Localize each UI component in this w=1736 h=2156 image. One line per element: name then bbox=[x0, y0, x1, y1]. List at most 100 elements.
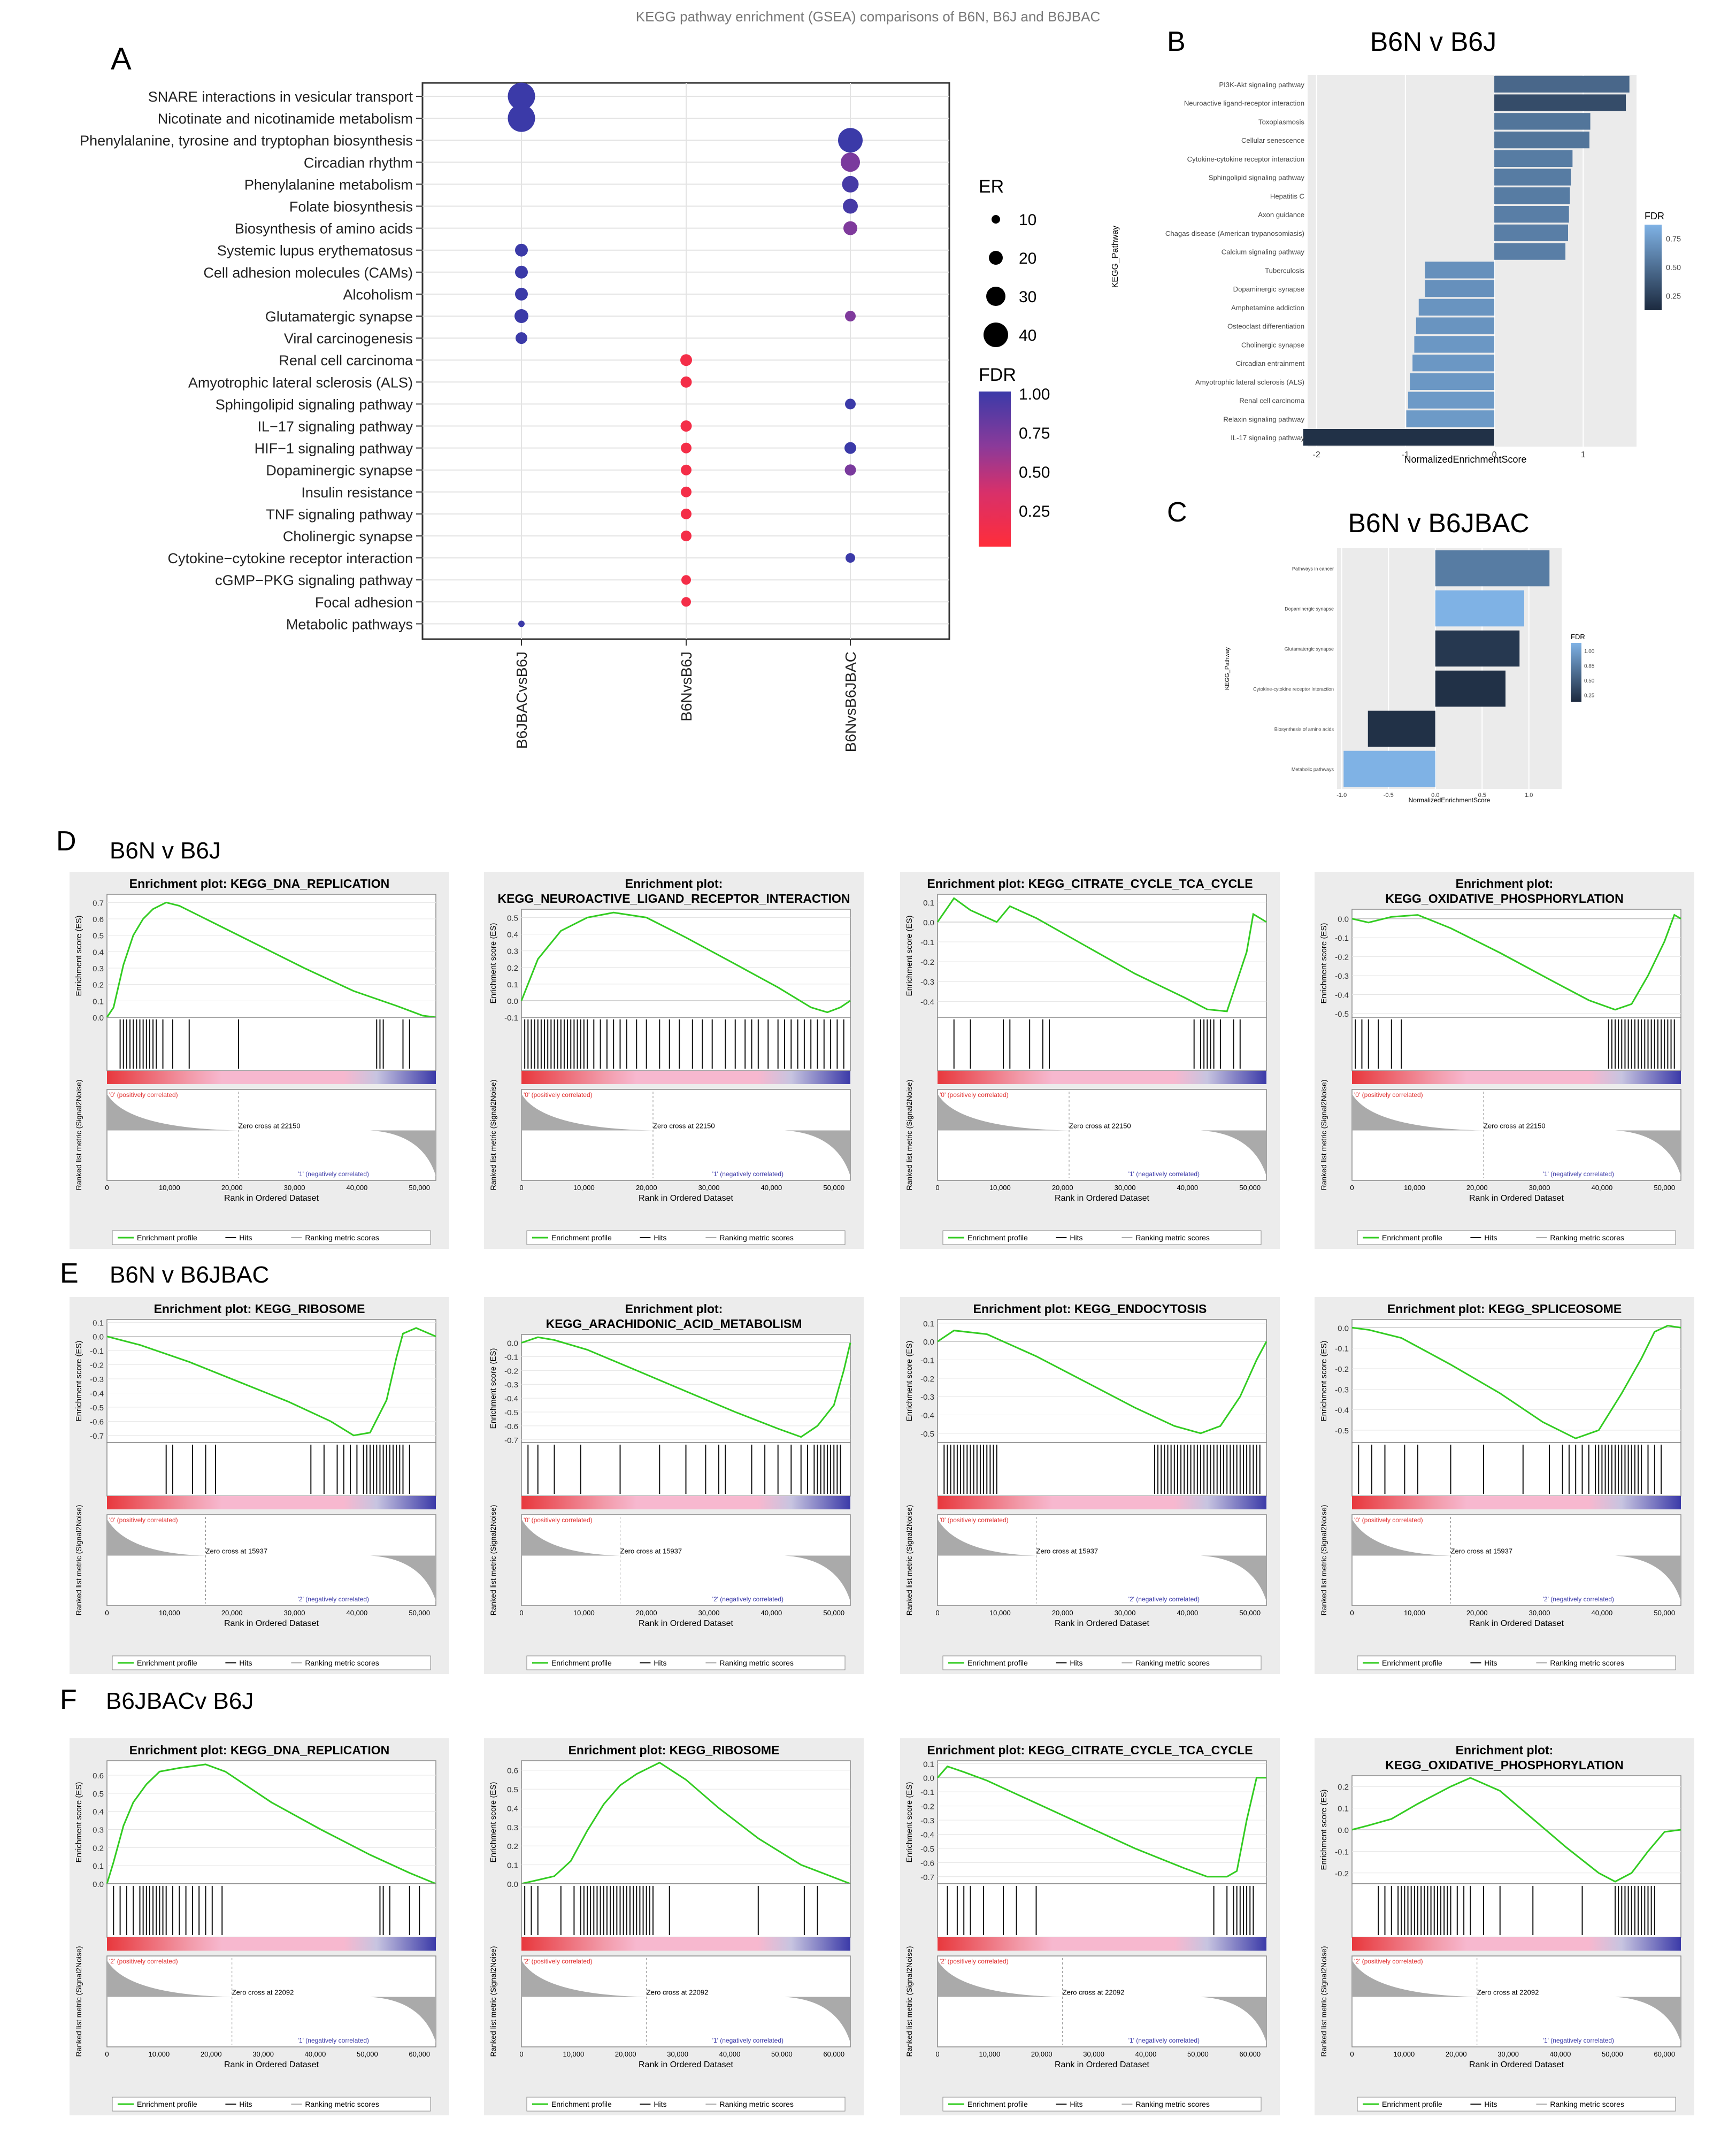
es-tick-label: 0.0 bbox=[923, 918, 934, 927]
zero-cross-label: Zero cross at 22150 bbox=[1069, 1122, 1131, 1130]
bar bbox=[1343, 750, 1435, 787]
es-tick-label: -0.5 bbox=[504, 1408, 518, 1417]
gsea-legend-box bbox=[942, 1655, 1262, 1670]
es-tick-label: -0.3 bbox=[90, 1375, 104, 1384]
er-legend-dot bbox=[992, 215, 1000, 224]
es-tick-label: 0.1 bbox=[507, 1861, 518, 1870]
es-tick-label: -0.6 bbox=[920, 1859, 934, 1868]
rank-tick-label: 20,000 bbox=[1031, 2050, 1053, 2058]
panel-c-ylabel: KEGG_Pathway bbox=[1224, 647, 1231, 690]
zero-cross-label: Zero cross at 22092 bbox=[232, 1989, 294, 1997]
es-tick-label: 0.3 bbox=[93, 964, 104, 973]
es-tick-label: 0.0 bbox=[507, 997, 518, 1006]
pathway-label: Phenylalanine metabolism bbox=[244, 177, 413, 193]
rank-metric-area bbox=[106, 1089, 436, 1181]
enrichment-point bbox=[846, 553, 855, 563]
gsea-title: Enrichment plot: KEGG_DNA_REPLICATION bbox=[129, 877, 389, 891]
es-ylabel: Enrichment score (ES) bbox=[489, 1782, 498, 1863]
enrichment-point bbox=[514, 309, 528, 323]
es-tick-label: -0.7 bbox=[504, 1436, 518, 1445]
rank-tick-label: 60,000 bbox=[823, 2050, 844, 2058]
negative-label: '1' (negatively correlated) bbox=[298, 1170, 369, 1178]
rank-ylabel: Ranked list metric (Signal2Noise) bbox=[905, 1505, 913, 1616]
enrichment-point bbox=[681, 442, 692, 454]
es-tick-label: 0.1 bbox=[923, 1760, 934, 1769]
es-ylabel: Enrichment score (ES) bbox=[1319, 923, 1328, 1004]
x-tick-label: -1.0 bbox=[1336, 792, 1347, 799]
panel-c-fdr-ticks: 1.00 0.85 0.50 0.25 bbox=[1584, 649, 1595, 699]
category-label: Dopaminergic synapse bbox=[1285, 606, 1334, 611]
es-tick-label: -0.2 bbox=[920, 1375, 934, 1384]
pathway-label: Cholinergic synapse bbox=[283, 528, 413, 544]
panel-a-legends: ER 10 20 30 40 FDR 1.00 0.75 0.50 0.25 bbox=[979, 177, 1050, 547]
category-label: Osteoclast differentiation bbox=[1227, 323, 1304, 331]
es-tick-label: 0.2 bbox=[93, 981, 104, 990]
negative-label: '2' (negatively correlated) bbox=[712, 1595, 783, 1603]
rank-tick-label: 50,000 bbox=[771, 2050, 793, 2058]
rank-tick-label: 50,000 bbox=[1187, 2050, 1209, 2058]
rank-ylabel: Ranked list metric (Signal2Noise) bbox=[905, 1080, 913, 1191]
legend-hits: Hits bbox=[654, 1233, 666, 1242]
panel-c-content: -1.0 -0.5 0.0 0.5 1.0 Pathways in cancer Dopam… bbox=[1253, 548, 1550, 799]
pathway-label: Alcoholism bbox=[343, 287, 413, 303]
enrichment-point bbox=[843, 198, 858, 214]
rank-tick-label: 10,000 bbox=[1404, 1609, 1425, 1617]
bar bbox=[1494, 94, 1626, 111]
fdr-legend-label: 0.25 bbox=[1019, 503, 1050, 520]
panel-a-comparison-labels: B6JBACvsB6J B6NvsB6J B6NvsB6JBAC bbox=[513, 651, 859, 752]
positive-label: '0' (positively correlated) bbox=[1354, 1516, 1423, 1524]
legend-profile: Enrichment profile bbox=[1382, 2100, 1442, 2108]
category-label: Tuberculosis bbox=[1265, 266, 1304, 274]
comparison-label: B6NvsB6JBAC bbox=[842, 651, 859, 752]
er-legend-dot bbox=[986, 287, 1005, 306]
fdr-legend-label: 1.00 bbox=[1019, 386, 1050, 403]
category-label: Axon guidance bbox=[1258, 211, 1304, 219]
es-tick-label: 0.4 bbox=[93, 1808, 104, 1817]
fdr-colorbar bbox=[979, 392, 1011, 547]
rank-tick-label: 40,000 bbox=[1135, 2050, 1157, 2058]
er-legend-title: ER bbox=[979, 177, 1004, 197]
legend-ranking: Ranking metric scores bbox=[1135, 1233, 1210, 1242]
es-curve bbox=[106, 1327, 436, 1437]
rank-tick-label: 10,000 bbox=[563, 2050, 584, 2058]
gsea-plot-e-1: Enrichment plot: KEGG_RIBOSOME 0.1 0.0 -0.1… bbox=[70, 1297, 449, 1674]
es-tick-label: 0.3 bbox=[507, 1823, 518, 1832]
enrichment-point bbox=[681, 531, 692, 541]
pathway-label: Sphingolipid signaling pathway bbox=[216, 396, 413, 412]
panel-c-plot-background bbox=[1337, 548, 1562, 789]
es-tick-label: -0.7 bbox=[920, 1873, 934, 1882]
panel-b-bar-chart: -2 -1 0 1 PI3K-Akt signaling pathway Neuroact… bbox=[1111, 75, 1681, 465]
gsea-legend-box bbox=[526, 2097, 846, 2112]
gsea-title: Enrichment plot: bbox=[625, 1302, 723, 1316]
gsea-plot-e-2: Enrichment plot:KEGG_ARACHIDONIC_ACID_ME… bbox=[484, 1297, 864, 1674]
rank-tick-label: 10,000 bbox=[148, 2050, 170, 2058]
pathway-label: Folate biosynthesis bbox=[289, 199, 413, 215]
positive-label: '0' (positively correlated) bbox=[524, 1516, 593, 1524]
rank-tick-label: 30,000 bbox=[1497, 2050, 1519, 2058]
rank-tick-label: 30,000 bbox=[698, 1609, 720, 1617]
pathway-label: Metabolic pathways bbox=[286, 616, 413, 632]
es-plot-area bbox=[521, 1760, 851, 1884]
legend-hits: Hits bbox=[654, 2100, 666, 2108]
comparison-label: B6NvsB6J bbox=[678, 651, 695, 722]
category-label: Chagas disease (American trypanosomiasis… bbox=[1165, 229, 1304, 237]
es-tick-label: -0.6 bbox=[504, 1422, 518, 1431]
rank-tick-label: 0 bbox=[935, 1184, 939, 1192]
x-tick-label: -1 bbox=[1402, 450, 1409, 459]
enrichment-point bbox=[515, 243, 528, 257]
es-ylabel: Enrichment score (ES) bbox=[74, 1341, 83, 1422]
es-tick-label: 0.6 bbox=[93, 1771, 104, 1781]
es-tick-label: -0.4 bbox=[90, 1389, 104, 1398]
hits-area bbox=[937, 1883, 1267, 1938]
rank-tick-label: 40,000 bbox=[1550, 2050, 1571, 2058]
legend-profile: Enrichment profile bbox=[137, 2100, 197, 2108]
rank-ylabel: Ranked list metric (Signal2Noise) bbox=[1319, 1505, 1328, 1616]
rank-tick-label: 40,000 bbox=[1177, 1609, 1199, 1617]
rank-color-bar bbox=[107, 1937, 436, 1951]
rank-tick-label: 20,000 bbox=[1052, 1609, 1073, 1617]
rank-tick-label: 40,000 bbox=[761, 1184, 782, 1192]
bar bbox=[1494, 75, 1630, 93]
negative-label: '1' (negatively correlated) bbox=[712, 2037, 783, 2044]
category-label: Amyotrophic lateral sclerosis (ALS) bbox=[1195, 378, 1304, 386]
positive-label: '0' (positively correlated) bbox=[109, 1516, 178, 1524]
